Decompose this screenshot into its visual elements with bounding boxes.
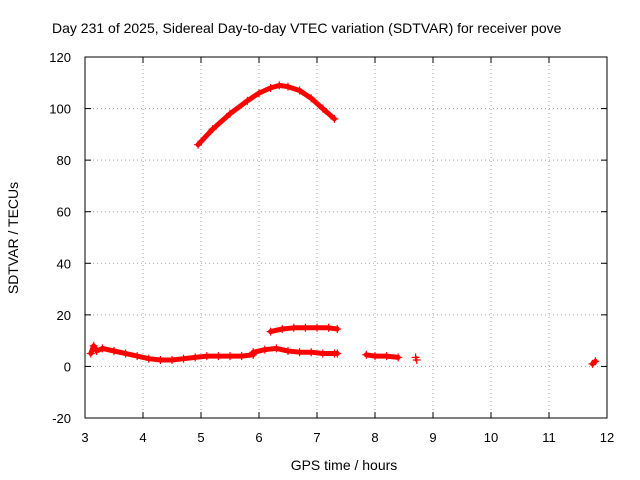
y-tick-label: 80 (57, 153, 71, 168)
data-point-mid-band (284, 346, 292, 355)
data-point-upper-arc (295, 86, 304, 95)
y-tick-label: -20 (52, 411, 71, 426)
data-point-upper-arc (318, 104, 327, 113)
x-tick-label: 12 (600, 430, 614, 445)
data-point-mid-segment (289, 323, 298, 332)
y-tick-label: 40 (57, 256, 71, 271)
x-tick-label: 10 (484, 430, 498, 445)
data-point-early-band (121, 349, 130, 358)
data-point-mid-segment (301, 323, 310, 332)
data-point-late-band (362, 350, 371, 359)
x-tick-label: 6 (255, 430, 262, 445)
data-point-late-band (591, 357, 600, 366)
data-point-upper-arc (266, 83, 275, 92)
data-point-mid-band (260, 345, 269, 354)
axis-ticks (84, 56, 608, 419)
x-tick-label: 7 (313, 430, 320, 445)
x-tick-label: 3 (81, 430, 88, 445)
tick-labels: 3 4 5 6 7 8 9 10 11 12 -20 0 20 40 60 80 100 120 (49, 50, 614, 445)
y-tick-label: 100 (49, 102, 71, 117)
data-point-early-band (214, 352, 223, 361)
data-point-early-band (110, 346, 118, 355)
data-point-late-band (371, 352, 379, 361)
data-point-early-band (92, 346, 101, 355)
data-point-early-band (144, 354, 153, 363)
series-late-band (363, 352, 598, 367)
data-point-upper-arc (243, 96, 252, 105)
y-tick-label: 0 (64, 359, 71, 374)
data-point-early-band (98, 344, 107, 353)
plot-frame (84, 56, 608, 419)
y-tick-label: 120 (49, 50, 71, 65)
data-point-mid-band (249, 348, 258, 357)
data-point-late-band (394, 353, 403, 362)
data-point-mid-segment (313, 323, 321, 332)
data-point-upper-arc (307, 94, 316, 103)
data-point-late-band (412, 355, 421, 364)
data-point-mid-band (295, 348, 304, 357)
chart-title: Day 231 of 2025, Sidereal Day-to-day VTE… (52, 20, 562, 36)
x-tick-label: 5 (197, 430, 204, 445)
data-point-early-band (237, 352, 246, 361)
data-point-upper-arc (194, 140, 203, 149)
y-tick-label: 20 (57, 308, 71, 323)
y-axis-label: SDTVAR / TECUs (5, 182, 21, 294)
data-point-mid-band (318, 349, 327, 358)
data-point-upper-arc (208, 125, 217, 134)
series-upper-arc (195, 82, 337, 148)
data-point-upper-arc (226, 109, 234, 118)
data-point-upper-arc (255, 89, 263, 98)
data-point-upper-arc (275, 81, 284, 90)
data-point-early-band (86, 349, 95, 358)
data-points (86, 81, 600, 368)
data-point-early-band (226, 352, 234, 361)
data-point-mid-segment (324, 323, 333, 332)
data-point-early-band (89, 341, 98, 350)
data-point-upper-arc (330, 114, 339, 123)
data-point-early-band (179, 354, 188, 363)
data-point-mid-band (333, 349, 342, 358)
data-point-late-band (382, 352, 391, 361)
x-tick-label: 9 (429, 430, 436, 445)
x-tick-label: 11 (542, 430, 556, 445)
data-point-mid-band (272, 344, 281, 353)
data-point-early-band (156, 355, 165, 364)
data-point-mid-segment (266, 327, 275, 336)
data-point-early-band (168, 355, 176, 364)
x-tick-label: 4 (139, 430, 146, 445)
data-point-early-band (191, 353, 200, 362)
data-point-upper-arc (284, 82, 292, 91)
data-point-early-band (202, 352, 211, 361)
data-point-mid-segment (333, 325, 342, 334)
data-point-mid-band (307, 348, 316, 357)
series-mid-segment (268, 325, 340, 335)
data-point-early-band (133, 352, 142, 361)
grid-lines (85, 57, 607, 418)
y-tick-label: 60 (57, 205, 71, 220)
x-tick-label: 8 (371, 430, 378, 445)
x-axis-label: GPS time / hours (291, 457, 398, 473)
data-point-mid-segment (278, 325, 287, 334)
